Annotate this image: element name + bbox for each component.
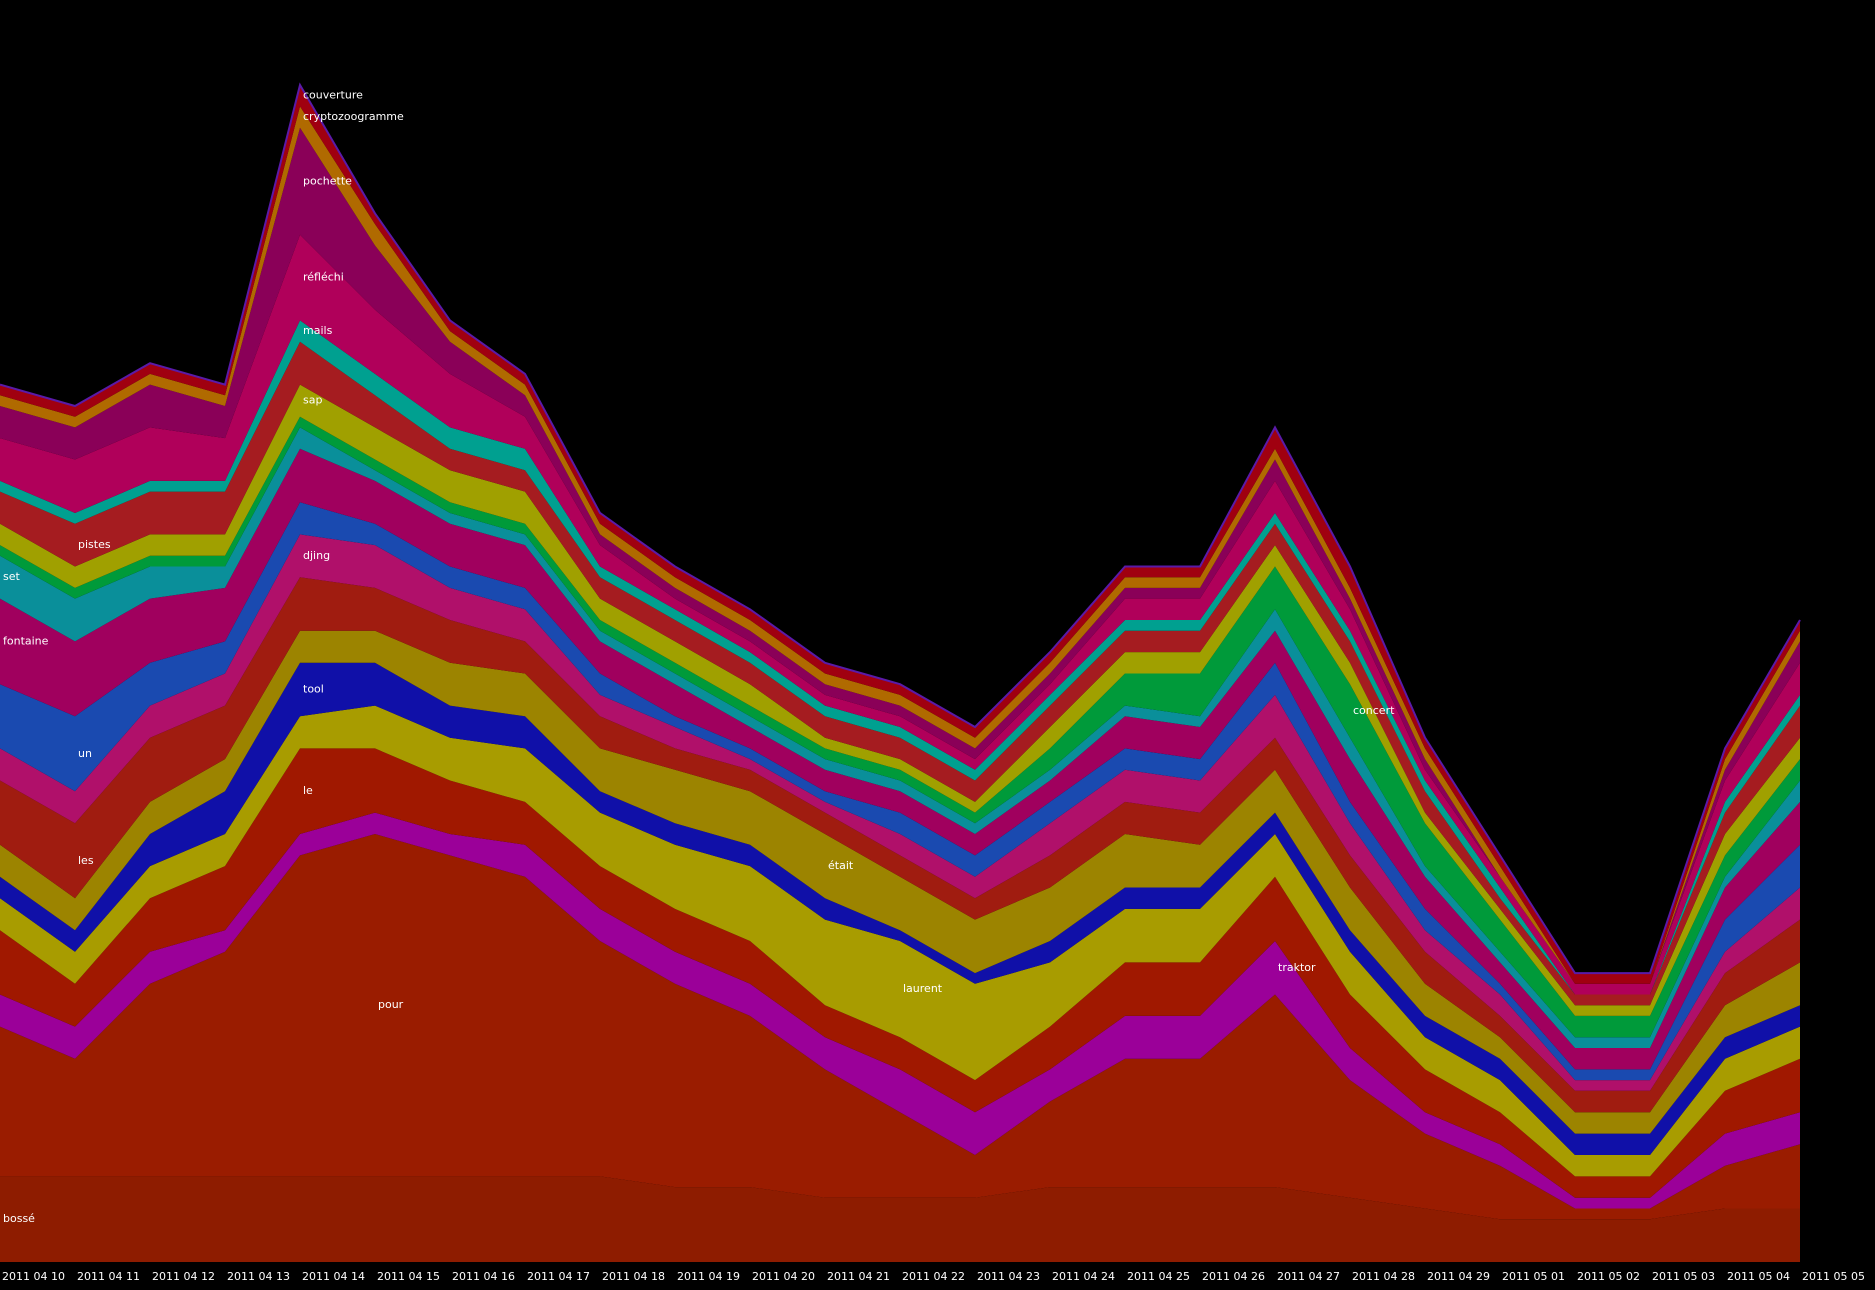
layer-label: mails	[303, 324, 333, 337]
x-tick-label: 2011 04 10	[2, 1270, 65, 1283]
x-tick-label: 2011 04 18	[602, 1270, 665, 1283]
layer-label: pour	[378, 998, 404, 1011]
layer-label: tool	[303, 683, 324, 696]
x-tick-label: 2011 05 02	[1577, 1270, 1640, 1283]
layer-label: concert	[1353, 704, 1395, 717]
x-tick-label: 2011 05 04	[1727, 1270, 1790, 1283]
axis-band	[0, 1262, 1875, 1290]
x-tick-label: 2011 05 05	[1802, 1270, 1865, 1283]
layer-label: le	[303, 784, 313, 797]
x-tick-label: 2011 04 26	[1202, 1270, 1265, 1283]
layer-label: fontaine	[3, 634, 49, 647]
x-tick-label: 2011 04 14	[302, 1270, 365, 1283]
x-tick-label: 2011 04 11	[77, 1270, 140, 1283]
layer-label: cryptozoogramme	[303, 110, 404, 123]
stream-layer	[0, 834, 1800, 1220]
layer-label: réfléchi	[303, 271, 344, 284]
layer-label: pochette	[303, 174, 352, 187]
x-tick-label: 2011 04 17	[527, 1270, 590, 1283]
stream-layer	[0, 234, 1800, 995]
x-tick-label: 2011 05 01	[1502, 1270, 1565, 1283]
layer-label: un	[78, 747, 92, 760]
envelope	[0, 82, 1801, 975]
x-tick-label: 2011 04 13	[227, 1270, 290, 1283]
layer-label: les	[78, 854, 94, 867]
x-tick-label: 2011 04 27	[1277, 1270, 1340, 1283]
x-tick-label: 2011 04 22	[902, 1270, 965, 1283]
x-tick-label: 2011 04 16	[452, 1270, 515, 1283]
layer-label: laurent	[903, 982, 943, 995]
x-tick-label: 2011 04 29	[1427, 1270, 1490, 1283]
layer-label: djing	[303, 549, 330, 562]
layer-label: sap	[303, 394, 322, 407]
x-tick-label: 2011 05 03	[1652, 1270, 1715, 1283]
layer-label: pistes	[78, 538, 111, 551]
stream-layer	[0, 630, 1800, 1134]
x-tick-label: 2011 04 15	[377, 1270, 440, 1283]
layer-label: traktor	[1278, 961, 1316, 974]
x-tick-label: 2011 04 28	[1352, 1270, 1415, 1283]
layer-label: était	[828, 859, 854, 872]
layer-label: couverture	[303, 89, 363, 102]
x-tick-label: 2011 04 19	[677, 1270, 740, 1283]
x-tick-label: 2011 04 25	[1127, 1270, 1190, 1283]
layer-label: set	[3, 570, 20, 583]
x-tick-label: 2011 04 23	[977, 1270, 1040, 1283]
x-tick-label: 2011 04 20	[752, 1270, 815, 1283]
x-tick-label: 2011 04 12	[152, 1270, 215, 1283]
x-tick-label: 2011 04 21	[827, 1270, 890, 1283]
x-tick-label: 2011 04 24	[1052, 1270, 1115, 1283]
layer-label: bossé	[3, 1212, 35, 1225]
